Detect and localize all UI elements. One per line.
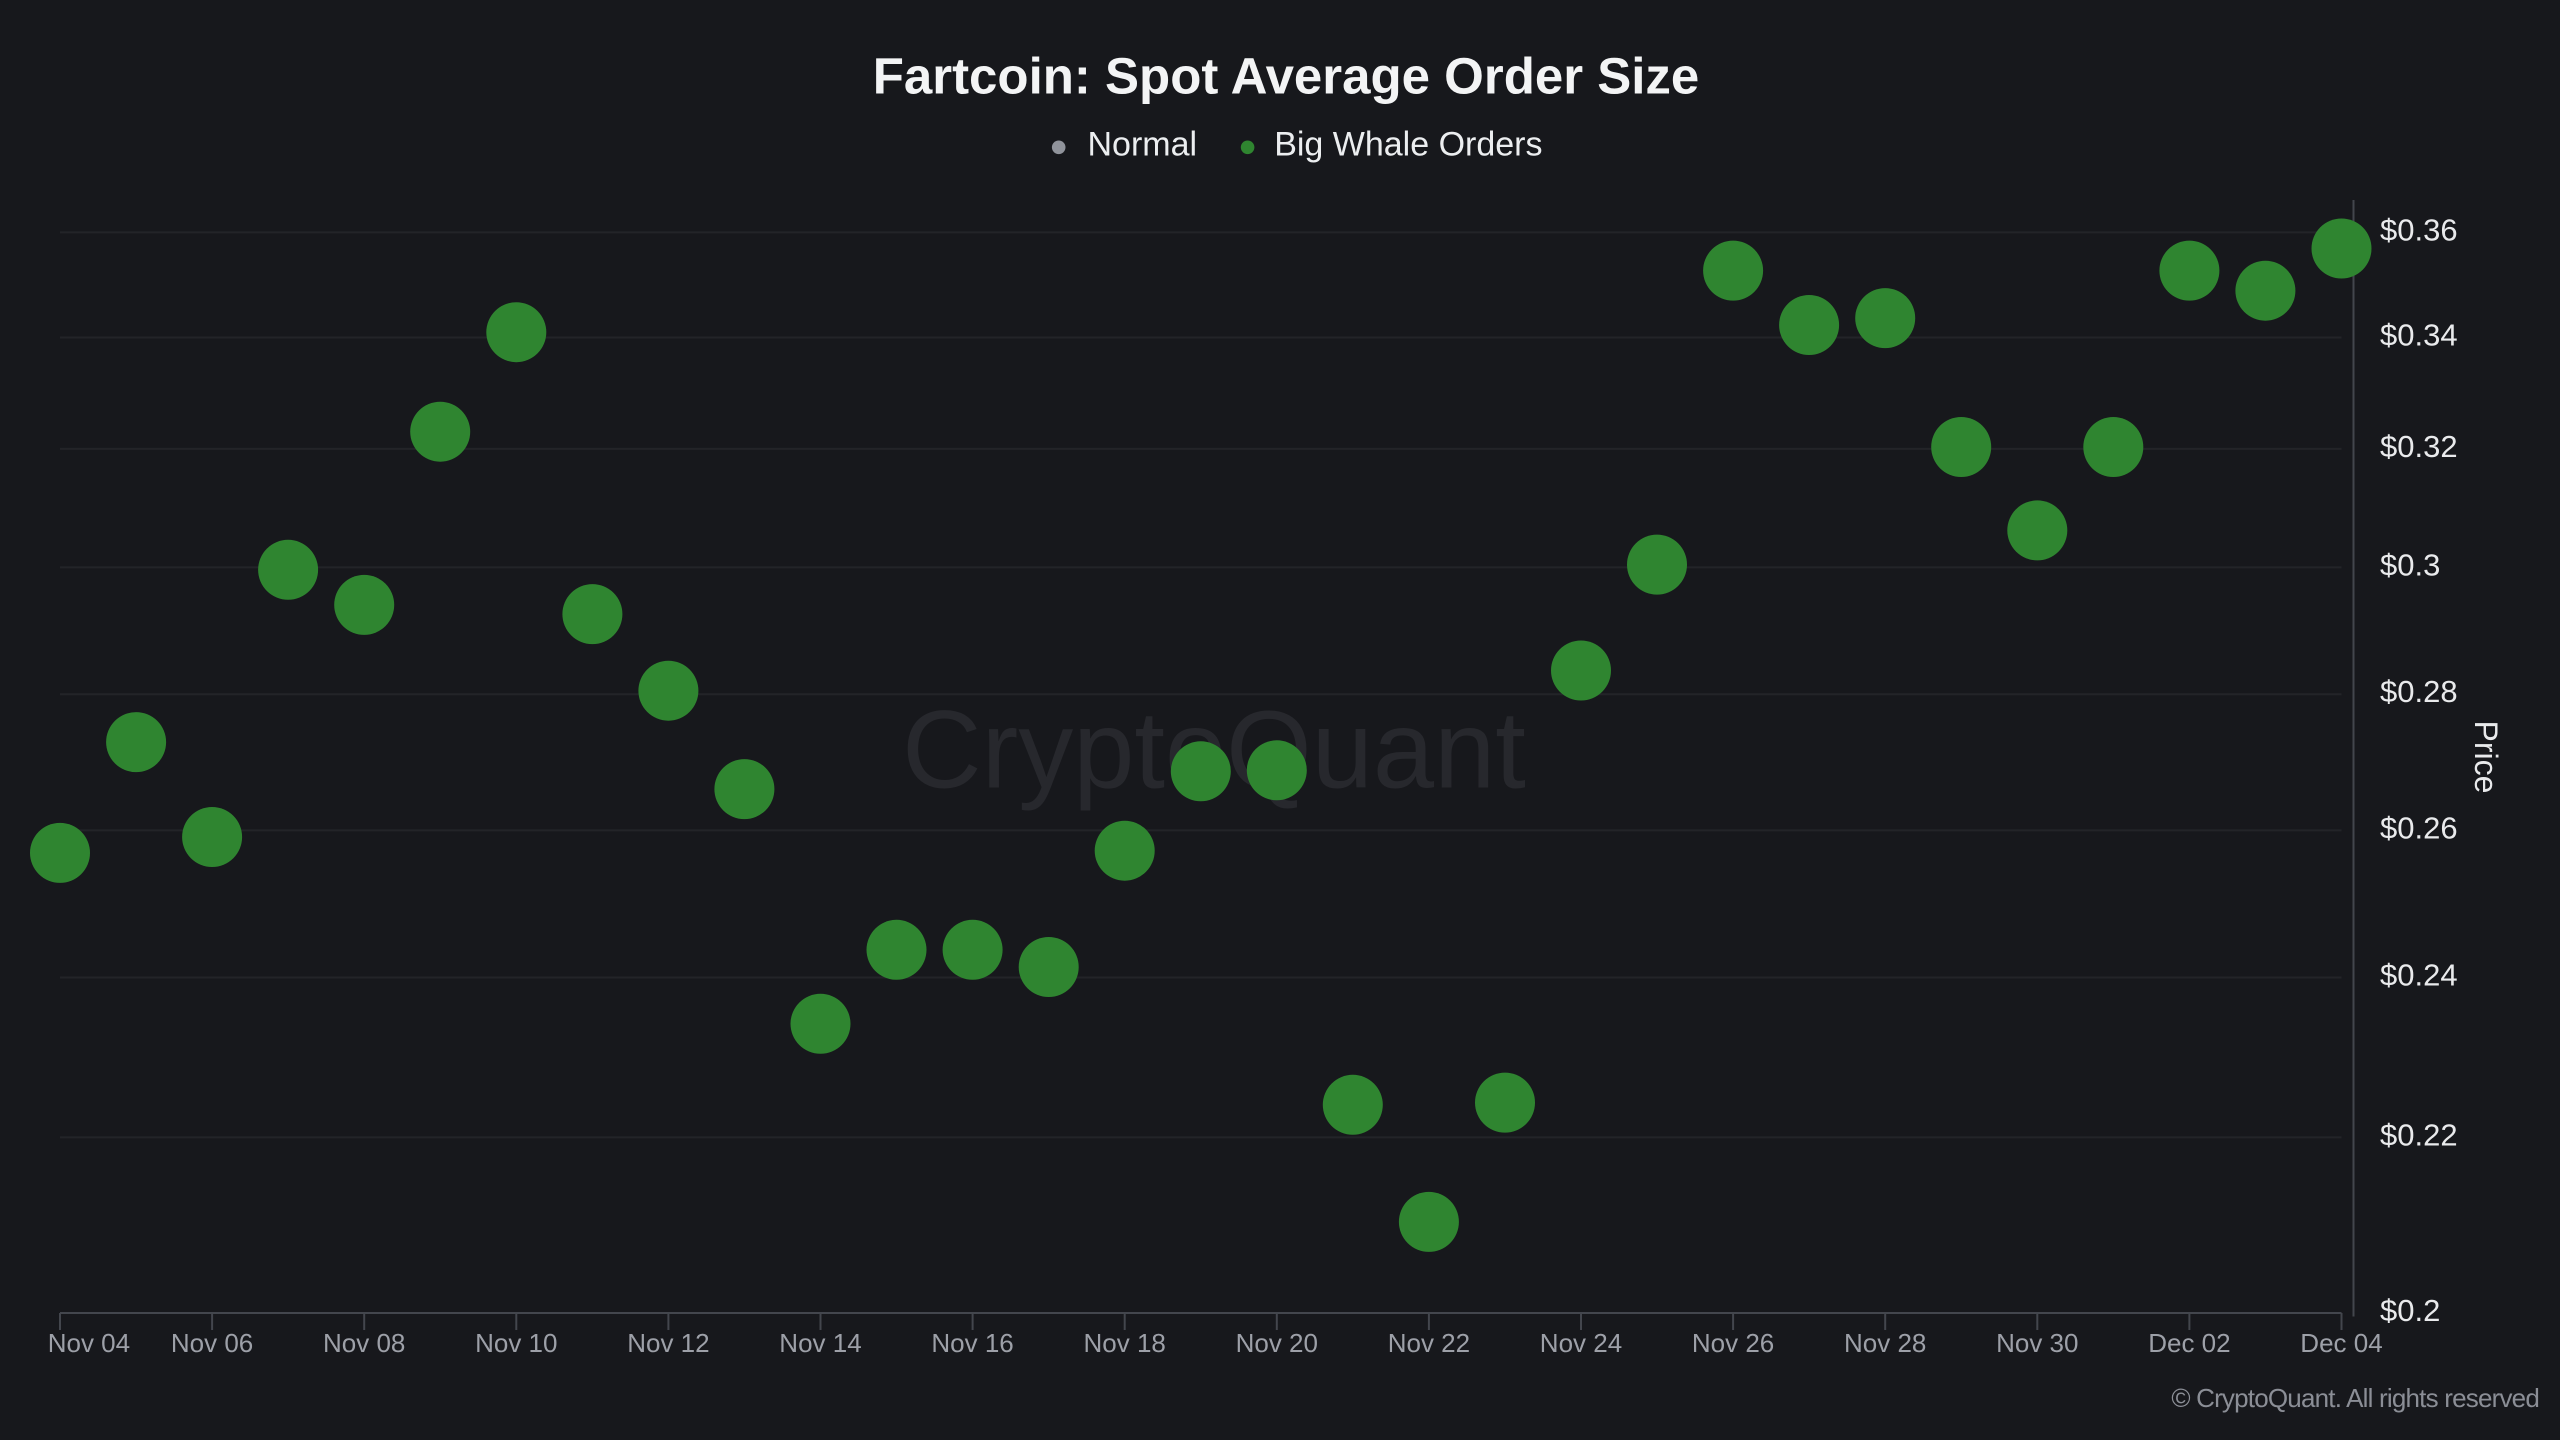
svg-text:$0.22: $0.22 [2380,1117,2458,1152]
svg-text:Nov 24: Nov 24 [1540,1328,1622,1358]
svg-text:$0.28: $0.28 [2380,674,2458,709]
svg-text:$0.34: $0.34 [2380,318,2458,353]
svg-text:$0.3: $0.3 [2380,547,2440,582]
svg-text:Big Whale Orders: Big Whale Orders [1274,126,1542,164]
svg-text:Nov 14: Nov 14 [779,1328,861,1358]
svg-text:Nov 30: Nov 30 [1996,1328,2078,1358]
svg-text:$0.24: $0.24 [2380,958,2458,993]
svg-text:Nov 26: Nov 26 [1692,1328,1774,1358]
svg-text:Fartcoin: Spot Average Order S: Fartcoin: Spot Average Order Size [873,48,1700,105]
svg-text:Nov 28: Nov 28 [1844,1328,1926,1358]
svg-text:Nov 08: Nov 08 [323,1328,405,1358]
svg-text:$0.26: $0.26 [2380,810,2458,845]
svg-text:Nov 18: Nov 18 [1084,1328,1166,1358]
svg-text:Price: Price [2468,721,2504,794]
svg-text:Normal: Normal [1088,126,1198,164]
svg-text:Nov 16: Nov 16 [931,1328,1013,1358]
svg-text:Nov 22: Nov 22 [1388,1328,1470,1358]
svg-text:© CryptoQuant. All rights rese: © CryptoQuant. All rights reserved [2171,1383,2539,1413]
svg-text:Nov 06: Nov 06 [171,1328,253,1358]
svg-text:Nov 10: Nov 10 [475,1328,557,1358]
svg-text:Nov 20: Nov 20 [1236,1328,1318,1358]
svg-text:Nov 12: Nov 12 [627,1328,709,1358]
svg-text:Nov 04: Nov 04 [48,1328,130,1358]
svg-text:$0.2: $0.2 [2380,1293,2440,1328]
svg-text:$0.32: $0.32 [2380,429,2458,464]
svg-text:Dec 04: Dec 04 [2300,1328,2382,1358]
svg-text:Dec 02: Dec 02 [2148,1328,2230,1358]
svg-text:$0.36: $0.36 [2380,212,2458,247]
